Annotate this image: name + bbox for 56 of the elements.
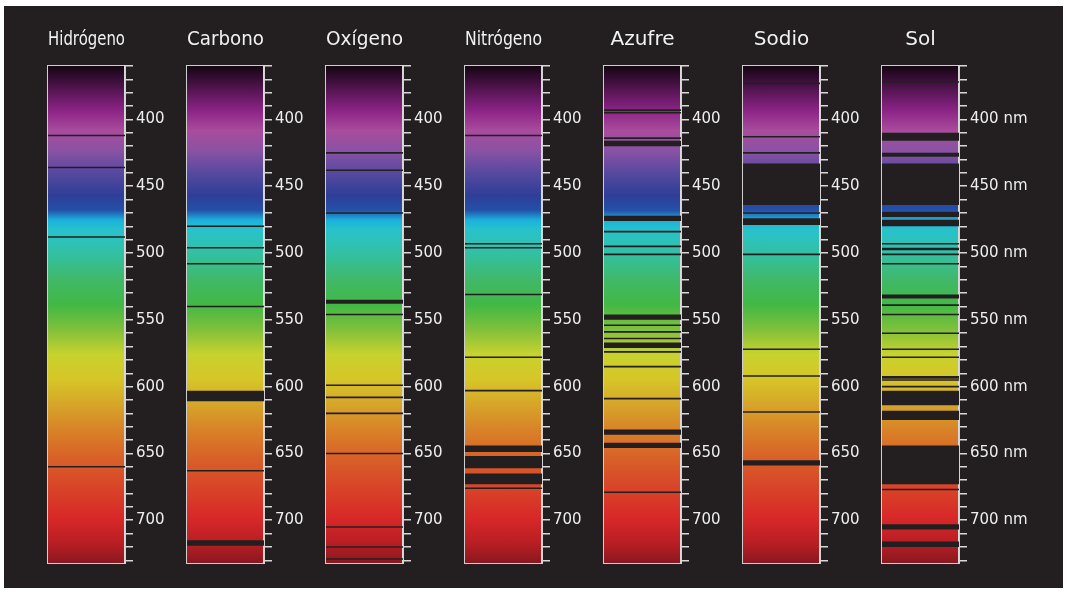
- y-tick-label: 700: [136, 510, 165, 529]
- chart-title: Sodio: [753, 26, 810, 51]
- y-tick-label: 500: [136, 242, 165, 261]
- chart-title: Sol: [905, 26, 936, 51]
- y-tick-label: 650: [414, 443, 443, 462]
- y-tick-label: 650: [692, 443, 721, 462]
- y-tick-label: 500: [553, 242, 582, 261]
- y-tick-label: 400: [136, 109, 165, 128]
- y-tick-label: 550: [275, 309, 304, 328]
- y-tick-label: 650: [136, 443, 165, 462]
- y-tick-label: 600: [553, 376, 582, 395]
- y-tick-label: 400: [692, 109, 721, 128]
- y-tick-label: 500: [692, 242, 721, 261]
- chart-title: Carbono: [187, 26, 264, 51]
- y-tick-label: 450: [414, 176, 443, 195]
- y-tick-label: 650: [553, 443, 582, 462]
- y-tick-label: 600 nm: [970, 376, 1028, 395]
- y-tick-label: 550: [414, 309, 443, 328]
- y-tick-label: 550: [136, 309, 165, 328]
- y-tick-label: 700: [831, 510, 860, 529]
- y-tick-label: 600: [275, 376, 304, 395]
- y-tick-label: 400: [275, 109, 304, 128]
- y-tick-label: 400: [553, 109, 582, 128]
- y-tick-label: 700: [692, 510, 721, 529]
- y-tick-label: 400: [414, 109, 443, 128]
- y-tick-label: 600: [136, 376, 165, 395]
- y-tick-label: 500: [414, 242, 443, 261]
- y-tick-label: 450: [553, 176, 582, 195]
- y-tick-label: 400: [831, 109, 860, 128]
- chart-title: Oxígeno: [326, 26, 403, 51]
- y-tick-label: 700 nm: [970, 510, 1028, 529]
- y-tick-label: 600: [831, 376, 860, 395]
- y-tick-label: 550 nm: [970, 309, 1028, 328]
- y-tick-label: 550: [831, 309, 860, 328]
- chart-title: Azufre: [610, 26, 675, 51]
- y-tick-label: 550: [553, 309, 582, 328]
- y-tick-label: 600: [414, 376, 443, 395]
- y-tick-label: 550: [692, 309, 721, 328]
- y-tick-label: 700: [553, 510, 582, 529]
- y-tick-label: 450: [692, 176, 721, 195]
- y-tick-label: 400 nm: [970, 109, 1028, 128]
- y-tick-label: 700: [414, 510, 443, 529]
- y-tick-label: 650: [275, 443, 304, 462]
- y-tick-label: 500 nm: [970, 242, 1028, 261]
- y-tick-label: 500: [275, 242, 304, 261]
- y-tick-label: 600: [692, 376, 721, 395]
- y-tick-label: 650: [831, 443, 860, 462]
- y-tick-label: 450: [136, 176, 165, 195]
- y-tick-label: 650 nm: [970, 443, 1028, 462]
- y-tick-label: 450: [831, 176, 860, 195]
- y-tick-label: 700: [275, 510, 304, 529]
- y-tick-label: 500: [831, 242, 860, 261]
- y-tick-label: 450: [275, 176, 304, 195]
- chart-title: Nitrógeno: [465, 26, 542, 50]
- y-tick-label: 450 nm: [970, 176, 1028, 195]
- chart-title: Hidrógeno: [48, 27, 125, 50]
